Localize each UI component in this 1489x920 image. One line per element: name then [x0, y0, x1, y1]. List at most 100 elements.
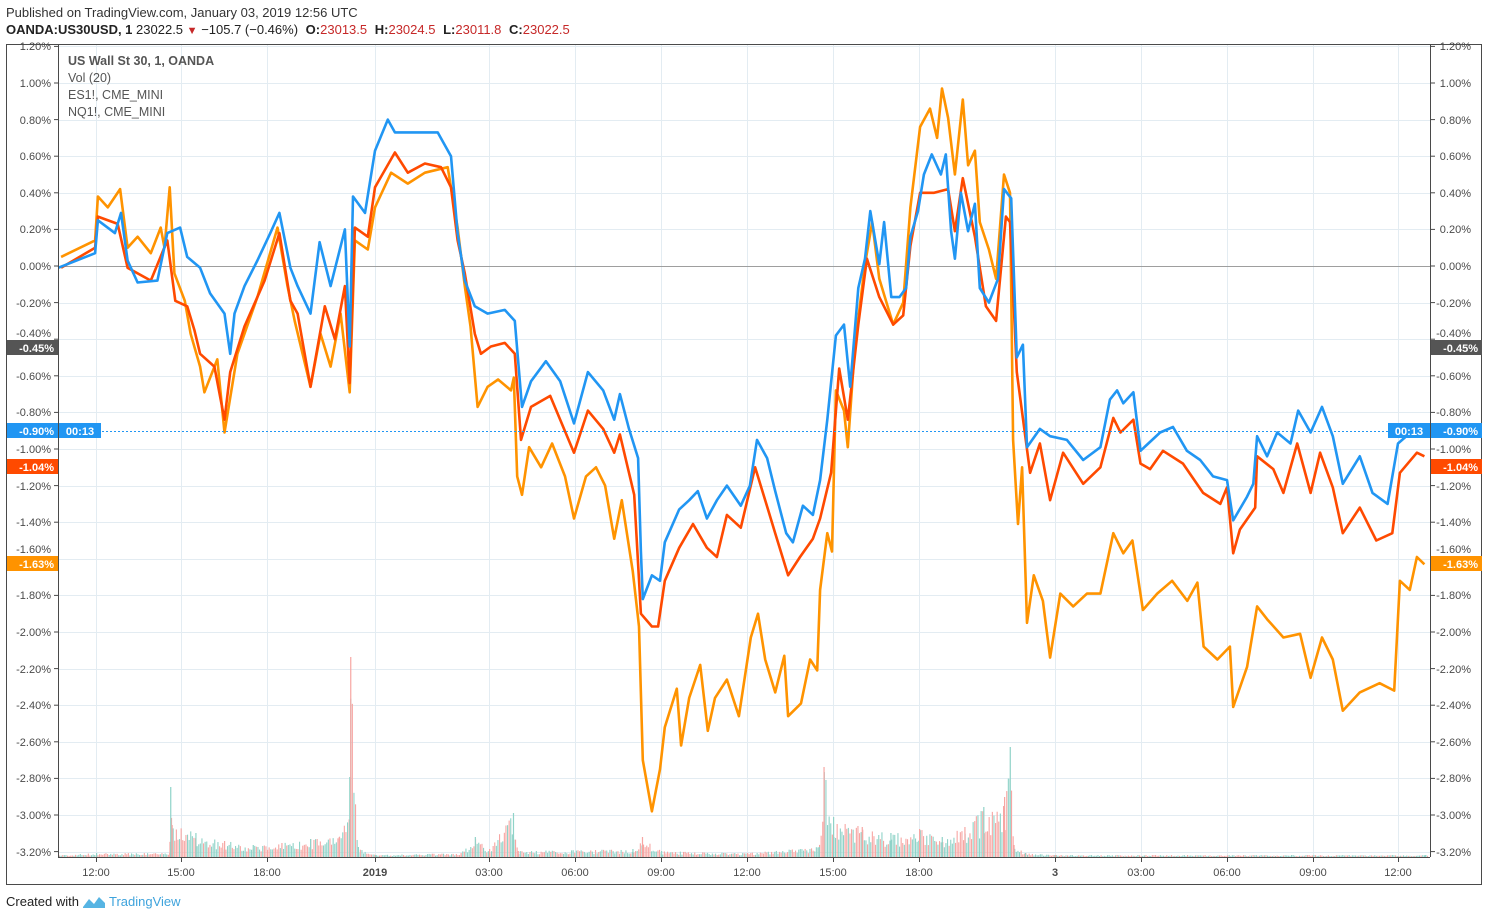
volume-bar	[188, 839, 190, 857]
symbol-header: OANDA:US30USD, 1 23022.5 ▼ −105.7 (−0.46…	[6, 22, 570, 37]
price-label-left: -0.45%	[19, 343, 54, 355]
volume-bar	[948, 845, 950, 857]
volume-bar	[83, 855, 85, 857]
volume-bar	[387, 854, 389, 857]
volume-bar	[926, 835, 928, 857]
legend-nq1[interactable]: NQ1!, CME_MINI	[68, 105, 166, 119]
volume-bar	[865, 840, 867, 857]
volume-bar	[123, 855, 125, 857]
volume-bar	[404, 855, 406, 857]
volume-bar	[903, 844, 905, 857]
volume-bar	[433, 853, 435, 857]
legend-volume[interactable]: Vol (20)	[68, 71, 112, 85]
volume-bar	[548, 850, 550, 857]
volume-bar	[1174, 855, 1176, 857]
volume-bar	[1121, 855, 1123, 857]
volume-bar	[118, 855, 120, 857]
volume-bar	[860, 832, 862, 857]
volume-bar	[777, 853, 779, 857]
volume-bar	[711, 853, 713, 857]
volume-bar	[924, 844, 926, 857]
y-tick-label-right: -2.20%	[1436, 664, 1471, 676]
volume-bar	[1076, 855, 1078, 857]
close-value: 23022.5	[522, 22, 570, 37]
volume-bar	[1215, 856, 1217, 857]
volume-bar	[947, 839, 949, 857]
volume-bar	[811, 848, 813, 857]
volume-bar	[172, 828, 174, 857]
volume-bar	[1068, 855, 1070, 857]
volume-bar	[1148, 855, 1150, 857]
volume-bar	[673, 853, 675, 857]
volume-bar	[182, 840, 184, 857]
volume-bar	[716, 855, 718, 857]
volume-bar	[494, 842, 496, 857]
volume-bar	[231, 847, 233, 857]
volume-bar	[447, 854, 449, 857]
volume-bar	[775, 850, 777, 857]
volume-bar	[417, 854, 419, 857]
volume-bar	[1329, 856, 1331, 857]
volume-bar	[135, 853, 137, 857]
volume-bar	[399, 855, 401, 857]
volume-bar	[1095, 855, 1097, 857]
volume-bar	[710, 855, 712, 857]
y-tick-label-right: -0.80%	[1436, 407, 1471, 419]
volume-bar	[375, 855, 377, 857]
volume-bar	[1358, 855, 1360, 857]
volume-bar	[1135, 856, 1137, 857]
volume-bar	[479, 844, 481, 857]
volume-bar	[484, 850, 486, 857]
volume-bar	[1311, 855, 1313, 857]
legend-main-series[interactable]: US Wall St 30, 1, OANDA	[68, 54, 215, 68]
volume-bar	[1142, 855, 1144, 857]
volume-bar	[661, 851, 663, 857]
volume-bar	[1423, 855, 1425, 857]
volume-bar	[380, 855, 382, 857]
open-value: 23013.5	[320, 22, 368, 37]
volume-bar	[345, 832, 347, 857]
legend-es1[interactable]: ES1!, CME_MINI	[68, 88, 164, 102]
volume-bar	[1318, 855, 1320, 857]
tradingview-link[interactable]: TradingView	[108, 894, 181, 909]
volume-bar	[446, 854, 448, 857]
volume-bar	[961, 831, 963, 857]
volume-bar	[918, 840, 920, 857]
volume-bar	[807, 853, 809, 857]
volume-bar	[1185, 856, 1187, 857]
volume-bar	[1004, 797, 1006, 857]
volume-bar	[980, 811, 982, 857]
volume-bar	[614, 853, 616, 857]
time-axis[interactable]: 12:00 15:00 18:00 2019 03:00 06:00 09:00 12:00 1…	[82, 857, 1412, 879]
volume-bar	[857, 826, 859, 857]
volume-bar	[774, 851, 776, 857]
volume-bar	[483, 847, 485, 857]
x-tick-label: 12:00	[1384, 867, 1412, 879]
volume-bar	[1363, 855, 1365, 857]
volume-bar	[294, 848, 296, 857]
volume-bar	[103, 853, 105, 857]
volume-bar	[996, 811, 998, 857]
volume-bar	[102, 854, 104, 857]
volume-bar	[644, 847, 646, 857]
volume-bar	[969, 833, 971, 857]
volume-bar	[1103, 855, 1105, 857]
price-axis[interactable]: 1.20% 1.20% 1.00% 1.00% 0.80% 0.80% 0.60% 0.60%…	[16, 41, 1471, 859]
published-info: Published on TradingView.com, January 03…	[6, 5, 358, 20]
volume-bar	[1031, 853, 1033, 857]
volume-bar	[975, 816, 977, 857]
volume-bar	[1139, 855, 1141, 857]
volume-bar	[319, 841, 321, 857]
volume-bar	[825, 779, 827, 857]
volume-bar	[1195, 855, 1197, 857]
volume-bar	[875, 844, 877, 857]
volume-bar	[321, 845, 323, 857]
volume-bar	[1407, 855, 1409, 857]
y-tick-label-right: 1.20%	[1440, 41, 1471, 53]
volume-bar	[519, 851, 521, 857]
volume-bar	[1049, 855, 1051, 857]
volume-bar	[281, 843, 283, 857]
volume-bar	[755, 854, 757, 857]
volume-bar	[1177, 855, 1179, 857]
